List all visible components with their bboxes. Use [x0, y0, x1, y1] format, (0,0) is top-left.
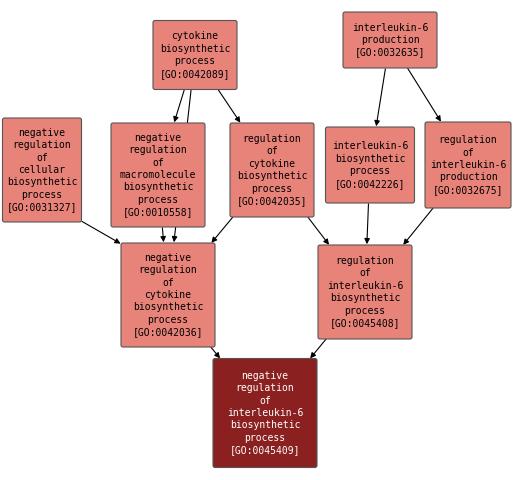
FancyBboxPatch shape — [425, 122, 511, 208]
FancyBboxPatch shape — [153, 21, 237, 89]
FancyBboxPatch shape — [318, 245, 412, 339]
FancyBboxPatch shape — [3, 118, 81, 222]
FancyBboxPatch shape — [343, 12, 437, 68]
Text: negative
regulation
of
cellular
biosynthetic
process
[GO:0031327]: negative regulation of cellular biosynth… — [7, 128, 77, 212]
Text: interleukin-6
production
[GO:0032635]: interleukin-6 production [GO:0032635] — [352, 23, 428, 58]
Text: regulation
of
interleukin-6
production
[GO:0032675]: regulation of interleukin-6 production [… — [430, 135, 506, 195]
FancyBboxPatch shape — [213, 359, 317, 468]
FancyBboxPatch shape — [111, 123, 205, 227]
Text: interleukin-6
biosynthetic
process
[GO:0042226]: interleukin-6 biosynthetic process [GO:0… — [332, 142, 408, 189]
Text: negative
regulation
of
macromolecule
biosynthetic
process
[GO:0010558]: negative regulation of macromolecule bio… — [120, 133, 196, 217]
Text: cytokine
biosynthetic
process
[GO:0042089]: cytokine biosynthetic process [GO:004208… — [160, 31, 230, 79]
Text: regulation
of
cytokine
biosynthetic
process
[GO:0042035]: regulation of cytokine biosynthetic proc… — [237, 134, 307, 206]
FancyBboxPatch shape — [121, 243, 215, 347]
FancyBboxPatch shape — [230, 123, 314, 217]
Text: negative
regulation
of
interleukin-6
biosynthetic
process
[GO:0045409]: negative regulation of interleukin-6 bio… — [227, 371, 303, 455]
FancyBboxPatch shape — [325, 127, 415, 203]
Text: negative
regulation
of
cytokine
biosynthetic
process
[GO:0042036]: negative regulation of cytokine biosynth… — [133, 253, 203, 337]
Text: regulation
of
interleukin-6
biosynthetic
process
[GO:0045408]: regulation of interleukin-6 biosynthetic… — [327, 256, 403, 328]
